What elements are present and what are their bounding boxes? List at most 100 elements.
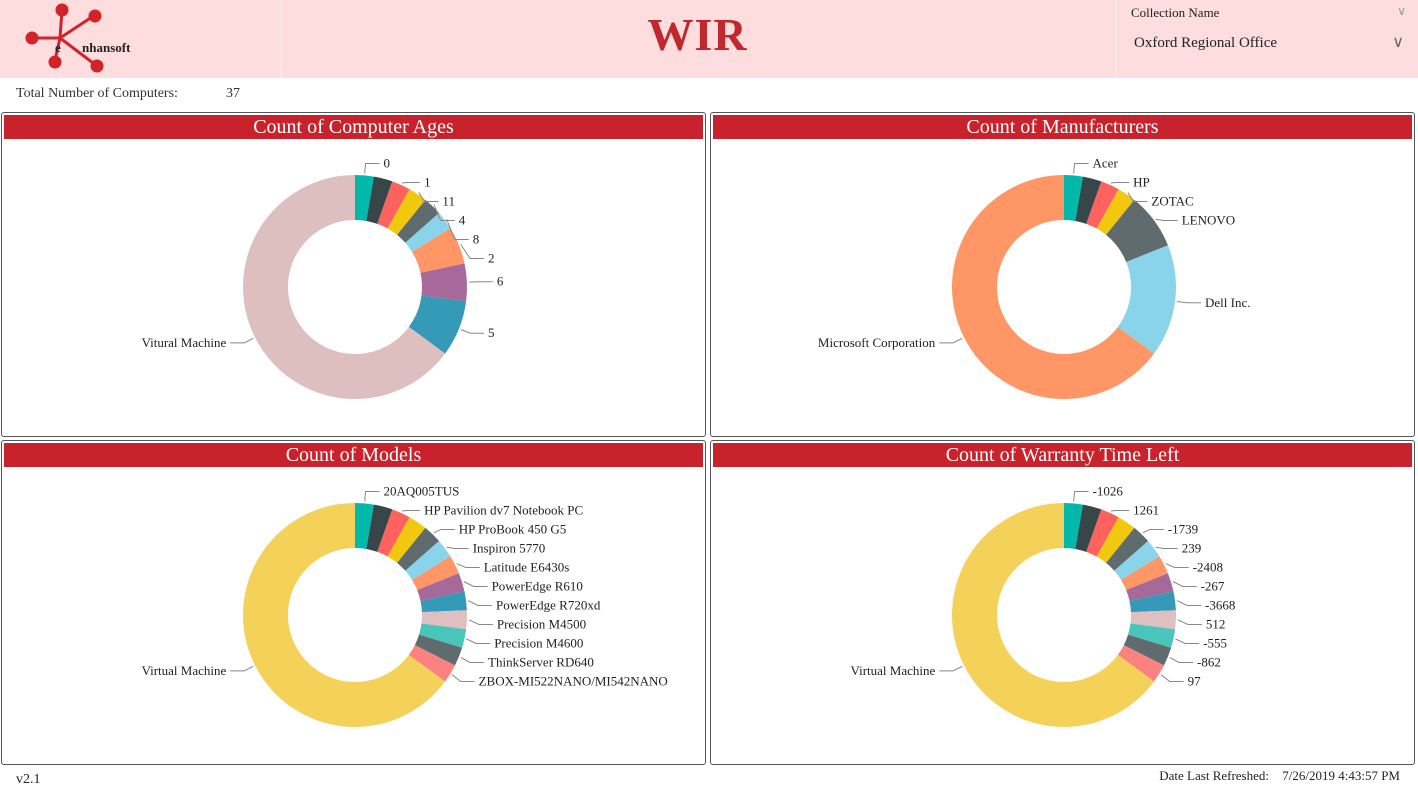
- version-label: v2.1: [16, 772, 41, 787]
- donut-slice[interactable]: [419, 623, 467, 648]
- donut-slice[interactable]: [421, 610, 467, 630]
- donut-slice[interactable]: [366, 176, 393, 224]
- label-leader-line: [460, 657, 485, 663]
- donut-slice[interactable]: [1106, 199, 1168, 263]
- slice-label: -3668: [1205, 597, 1235, 612]
- logo-image: e nhansoft: [25, 3, 131, 73]
- donut-slice[interactable]: [414, 634, 463, 666]
- donut-slice[interactable]: [1064, 503, 1083, 549]
- total-value: 37: [226, 86, 240, 101]
- donut-slice[interactable]: [412, 556, 459, 591]
- slicer-label: Collection Name: [1131, 5, 1220, 20]
- donut-slice[interactable]: [1106, 527, 1149, 571]
- donut-slice[interactable]: [412, 228, 465, 273]
- slice-label: Dell Inc.: [1205, 295, 1250, 310]
- donut-chart-warranty-time-left[interactable]: -1026 1261 -1739 239 -2408 -267 -3668 512 -555 -8…: [711, 468, 1416, 764]
- donut-slice[interactable]: [366, 504, 393, 552]
- chart-title: Count of Manufacturers: [713, 115, 1412, 139]
- label-leader-line: [364, 490, 380, 502]
- donut-slice[interactable]: [397, 527, 440, 571]
- donut-slice[interactable]: [1117, 245, 1176, 354]
- slice-label: Virtual Machine: [141, 663, 226, 678]
- donut-slice[interactable]: [1117, 645, 1165, 682]
- label-leader-line: [446, 546, 469, 549]
- donut-slice[interactable]: [243, 175, 446, 399]
- dropdown-chevron-icon[interactable]: ∨: [1392, 34, 1404, 51]
- label-leader-line: [460, 329, 485, 334]
- collapse-chevron-icon[interactable]: ∨: [1397, 4, 1406, 18]
- label-leader-line: [1165, 563, 1189, 568]
- label-leader-line: [466, 638, 491, 644]
- donut-slice[interactable]: [243, 503, 446, 727]
- slice-label: HP: [1133, 174, 1150, 189]
- slice-label: Precision M4500: [497, 616, 586, 631]
- refreshed-value: 7/26/2019 4:43:57 PM: [1282, 768, 1400, 783]
- chart-title: Count of Warranty Time Left: [713, 443, 1412, 467]
- donut-slice[interactable]: [408, 645, 456, 682]
- slice-label: 8: [473, 231, 480, 246]
- donut-slice[interactable]: [1129, 591, 1176, 613]
- slice-label: Acer: [1093, 155, 1119, 170]
- donut-slice[interactable]: [377, 181, 410, 229]
- slice-label: Virtual Machine: [850, 663, 935, 678]
- donut-slice[interactable]: [420, 263, 467, 302]
- donut-slice[interactable]: [1075, 176, 1102, 224]
- label-leader-line: [463, 581, 488, 587]
- donut-slice[interactable]: [1114, 541, 1160, 580]
- label-leader-line: [939, 337, 963, 344]
- svg-text:e: e: [55, 40, 61, 55]
- label-leader-line: [1073, 490, 1089, 502]
- donut-chart-models[interactable]: 20AQ005TUS HP Pavilion dv7 Notebook PC HP …: [2, 468, 707, 764]
- label-leader-line: [1172, 581, 1197, 587]
- donut-slice[interactable]: [387, 517, 426, 563]
- slicer-selected-value[interactable]: Oxford Regional Office: [1134, 35, 1278, 51]
- donut-slice[interactable]: [1075, 504, 1102, 552]
- donut-slice[interactable]: [952, 175, 1155, 399]
- label-leader-line: [456, 563, 480, 568]
- donut-slice[interactable]: [1064, 175, 1083, 221]
- slice-label: 512: [1206, 616, 1226, 631]
- donut-slice[interactable]: [387, 189, 426, 235]
- label-leader-line: [460, 244, 485, 259]
- enhansoft-logo: e nhansoft: [0, 0, 282, 78]
- donut-slice[interactable]: [420, 591, 467, 613]
- donut-slice[interactable]: [405, 541, 451, 580]
- donut-slice[interactable]: [377, 509, 410, 557]
- donut-slice[interactable]: [1086, 509, 1119, 557]
- donut-slice[interactable]: [355, 503, 374, 549]
- donut-slice[interactable]: [1086, 181, 1119, 229]
- slice-label: 4: [459, 212, 466, 227]
- collection-name-slicer[interactable]: Collection Name ∨ Oxford Regional Office…: [1115, 0, 1418, 78]
- label-leader-line: [446, 219, 469, 240]
- donut-slice[interactable]: [417, 573, 465, 601]
- donut-slice[interactable]: [1130, 610, 1176, 630]
- donut-slice[interactable]: [952, 503, 1155, 727]
- donut-slice[interactable]: [1128, 623, 1176, 648]
- donut-slice[interactable]: [397, 199, 440, 243]
- slice-label: -555: [1203, 635, 1227, 650]
- last-refreshed: Date Last Refreshed: 7/26/2019 4:43:57 P…: [1159, 768, 1400, 784]
- donut-slice[interactable]: [355, 175, 374, 221]
- slice-label: Vitural Machine: [141, 335, 226, 350]
- donut-slice[interactable]: [1126, 573, 1174, 601]
- donut-slice[interactable]: [1096, 189, 1135, 235]
- donut-slice[interactable]: [1121, 556, 1168, 591]
- slice-label: 2: [488, 250, 495, 265]
- label-leader-line: [230, 337, 254, 344]
- donut-slice[interactable]: [405, 213, 451, 252]
- donut-slice[interactable]: [1096, 517, 1135, 563]
- slice-label: LENOVO: [1182, 212, 1235, 227]
- donut-slice[interactable]: [1123, 634, 1172, 666]
- label-leader-line: [1176, 600, 1201, 606]
- total-label: Total Number of Computers:: [16, 86, 178, 101]
- slice-label: -1026: [1093, 483, 1124, 498]
- chart-title: Count of Computer Ages: [4, 115, 703, 139]
- donut-slice[interactable]: [408, 295, 467, 354]
- total-computers: Total Number of Computers: 37: [16, 86, 240, 102]
- label-leader-line: [1177, 300, 1201, 304]
- chart-panel-computer-ages: Count of Computer Ages 0 1 11 4 8 2 6 5 Vitural …: [1, 112, 706, 437]
- label-leader-line: [451, 674, 475, 682]
- slice-label: 97: [1188, 673, 1202, 688]
